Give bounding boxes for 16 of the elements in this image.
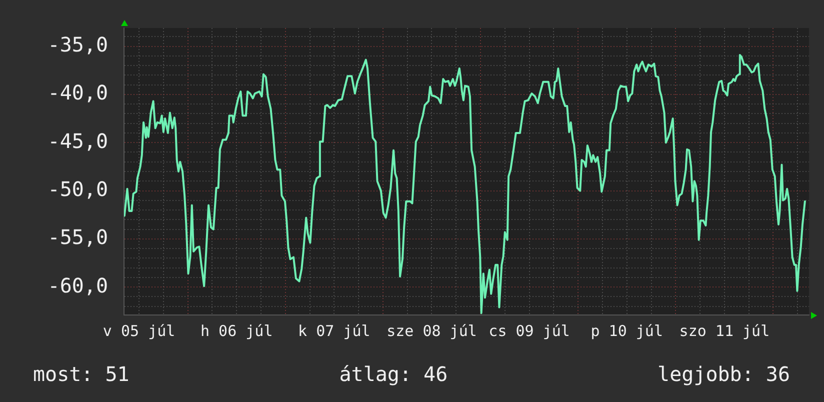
text: átlag: 46 — [339, 362, 448, 386]
y-tick-label: -55,0 — [48, 225, 108, 250]
text: legjobb: 36 — [658, 362, 790, 386]
x-tick-label: h 06 júl — [200, 322, 273, 340]
text: most: 51 — [33, 362, 130, 386]
x-tick-label: p 10 júl — [590, 322, 663, 340]
y-tick-label: -40,0 — [48, 80, 108, 105]
x-tick-label: k 07 júl — [298, 322, 370, 340]
y-tick-label: -50,0 — [48, 176, 108, 201]
x-tick-label: cs 09 júl — [488, 322, 570, 340]
x-tick-label: sze 08 júl — [386, 322, 477, 340]
y-tick-label: -60,0 — [48, 273, 108, 298]
y-tick-label: -45,0 — [48, 128, 108, 153]
x-tick-label: szo 11 júl — [679, 322, 770, 340]
y-tick-label: -35,0 — [48, 32, 108, 56]
x-tick-label: v 05 júl — [102, 322, 176, 340]
